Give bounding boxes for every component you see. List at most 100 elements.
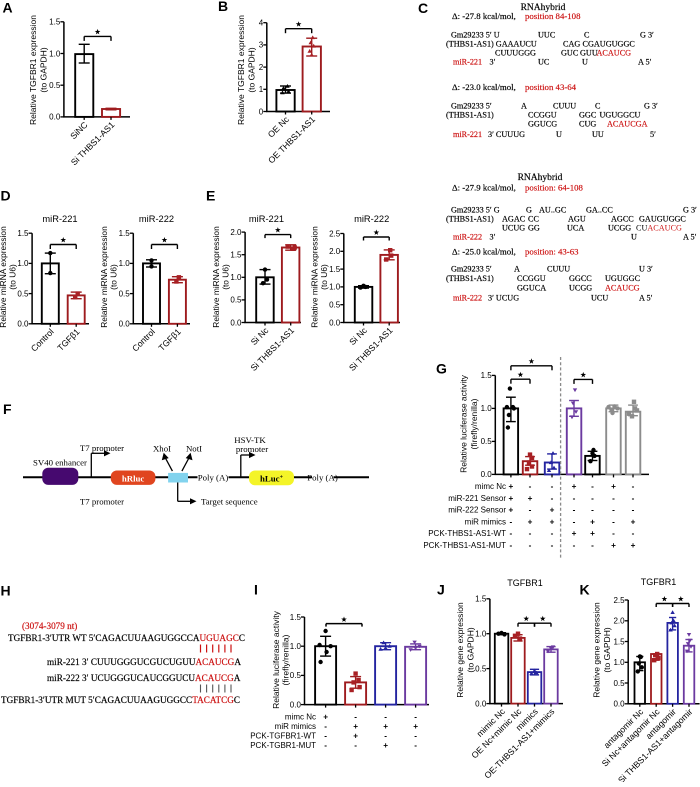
- svg-text:0.0: 0.0: [613, 700, 625, 709]
- svg-text:(to U6): (to U6): [220, 264, 230, 290]
- svg-text:0.5: 0.5: [290, 671, 302, 680]
- svg-text:2: 2: [259, 63, 264, 72]
- svg-text:(to U6): (to U6): [319, 264, 329, 290]
- svg-text:0.5: 0.5: [475, 664, 487, 673]
- svg-text:AU..GC: AU..GC: [539, 205, 567, 214]
- svg-text:+: +: [631, 541, 636, 550]
- svg-text:TGFBR1: TGFBR1: [641, 577, 677, 587]
- svg-text:-: -: [324, 732, 327, 741]
- svg-text:PCK-THBS1-AS1-WT: PCK-THBS1-AS1-WT: [428, 529, 506, 538]
- svg-text:1.0: 1.0: [290, 642, 302, 651]
- svg-text:-: -: [414, 741, 417, 750]
- svg-text:+: +: [572, 529, 577, 538]
- svg-text:Gm29233 5′ G: Gm29233 5′ G: [451, 205, 500, 214]
- svg-text:miR-222: miR-222: [453, 293, 482, 302]
- svg-text:NotI: NotI: [186, 443, 202, 453]
- svg-text:T7 promoter: T7 promoter: [80, 496, 124, 506]
- svg-text:A 5′: A 5′: [638, 58, 652, 67]
- svg-text:U: U: [556, 130, 562, 139]
- svg-text:GGUCA: GGUCA: [517, 283, 546, 292]
- svg-text:position: 43-63: position: 43-63: [525, 247, 579, 257]
- svg-text:G: G: [436, 361, 447, 377]
- svg-text:1.0: 1.0: [17, 259, 29, 268]
- svg-text:ACAUCGA: ACAUCGA: [607, 120, 648, 129]
- svg-text:0.0: 0.0: [290, 700, 302, 709]
- svg-text:-: -: [510, 541, 513, 550]
- svg-text:-: -: [414, 713, 417, 722]
- svg-text:GA..CC: GA..CC: [586, 205, 613, 214]
- svg-text:0.0: 0.0: [475, 699, 487, 708]
- svg-text:hRluc: hRluc: [122, 473, 145, 483]
- svg-text:CUUU: CUUU: [547, 265, 570, 274]
- svg-text:(THBS1-AS1): (THBS1-AS1): [446, 215, 494, 224]
- svg-text:2.0: 2.0: [613, 617, 625, 626]
- svg-text:CUUU: CUUU: [553, 102, 576, 111]
- svg-text:(to GAPDH): (to GAPDH): [39, 47, 49, 93]
- svg-text:miR-221: miR-221: [249, 214, 284, 224]
- svg-text:1.5: 1.5: [329, 265, 341, 274]
- svg-text:3′ CUUUG: 3′ CUUUG: [488, 130, 525, 139]
- svg-text:UCA: UCA: [567, 224, 584, 233]
- svg-text:1.0: 1.0: [119, 259, 131, 268]
- svg-text:Relative luciferase activity: Relative luciferase activity: [271, 610, 281, 709]
- svg-text:Relative luciferase activity: Relative luciferase activity: [459, 374, 469, 473]
- svg-text:RNAhybrid: RNAhybrid: [521, 3, 566, 13]
- svg-text:miR-221: miR-221: [453, 130, 482, 139]
- svg-text:0.0: 0.0: [17, 320, 29, 329]
- svg-text:miR mimics: miR mimics: [465, 517, 506, 526]
- svg-text:GG: GG: [528, 224, 540, 233]
- svg-text:H: H: [1, 583, 11, 599]
- svg-text:1: 1: [259, 85, 264, 94]
- svg-text:+: +: [550, 506, 555, 515]
- svg-text:Poly (A): Poly (A): [198, 472, 229, 482]
- svg-text:U 3′: U 3′: [639, 265, 653, 274]
- svg-text:E: E: [206, 188, 215, 204]
- svg-text:-: -: [591, 494, 594, 503]
- svg-text:UGUGGC: UGUGGC: [605, 274, 641, 283]
- svg-text:-: -: [551, 482, 554, 491]
- svg-text:-: -: [632, 482, 635, 491]
- svg-text:-: -: [324, 741, 327, 750]
- svg-text:(firefly/renilla): (firefly/renilla): [469, 398, 479, 449]
- svg-text:-: -: [551, 541, 554, 550]
- svg-text:(THBS1-AS1) GAAAUCU: (THBS1-AS1) GAAAUCU: [446, 40, 537, 49]
- svg-text:A: A: [521, 102, 527, 111]
- svg-text:C: C: [418, 0, 428, 16]
- svg-text:Gm29233 5′ U: Gm29233 5′ U: [451, 31, 500, 40]
- svg-text:TGFBR1-3′UTR WT 5′CAGACUUAAGUG: TGFBR1-3′UTR WT 5′CAGACUUAAGUGGCCAUGUAGC…: [8, 633, 245, 643]
- svg-text:Relative TGFBR1 expression: Relative TGFBR1 expression: [28, 15, 38, 125]
- svg-text:HSV-TK: HSV-TK: [234, 435, 266, 445]
- svg-text:CCGGU: CCGGU: [528, 111, 557, 120]
- svg-text:+: +: [572, 482, 577, 491]
- svg-text:UCU: UCU: [591, 293, 608, 302]
- svg-text:PCK-TGFBR1-WT: PCK-TGFBR1-WT: [250, 732, 316, 741]
- svg-text:RNAhybrid: RNAhybrid: [518, 173, 563, 183]
- svg-text:B: B: [218, 0, 228, 14]
- svg-text:0.0: 0.0: [481, 470, 493, 479]
- svg-text:Δ: -23.0 kcal/mol,: Δ: -23.0 kcal/mol,: [452, 82, 516, 92]
- svg-text:position 43-64: position 43-64: [525, 82, 577, 92]
- svg-text:0.5: 0.5: [481, 437, 493, 446]
- svg-text:(firefly/renilla): (firefly/renilla): [280, 634, 290, 685]
- svg-text:2.5: 2.5: [329, 229, 341, 238]
- svg-text:Relative miRNA expression: Relative miRNA expression: [310, 226, 320, 328]
- svg-text:UU: UU: [592, 130, 604, 139]
- svg-text:-: -: [591, 482, 594, 491]
- svg-text:mimc Nc: mimc Nc: [285, 713, 316, 722]
- svg-text:G 3′: G 3′: [683, 205, 697, 214]
- svg-text:Poly (A): Poly (A): [307, 472, 338, 482]
- svg-text:-: -: [529, 529, 532, 538]
- svg-text:Relative gene expression: Relative gene expression: [455, 602, 465, 698]
- svg-text:-: -: [551, 529, 554, 538]
- svg-text:Δ: -27.9 kcal/mol,: Δ: -27.9 kcal/mol,: [452, 183, 516, 193]
- svg-text:-: -: [632, 494, 635, 503]
- svg-text:GGUCG: GGUCG: [528, 120, 557, 129]
- svg-text:-: -: [591, 541, 594, 550]
- svg-text:-: -: [354, 713, 357, 722]
- svg-text:J: J: [437, 582, 445, 598]
- svg-text:(to GAPDH): (to GAPDH): [466, 627, 476, 673]
- svg-text:CUUUGGG: CUUUGGG: [495, 49, 536, 58]
- svg-text:-: -: [591, 506, 594, 515]
- svg-text:CUACAUCG: CUACAUCG: [636, 224, 682, 233]
- svg-text:+: +: [509, 506, 514, 515]
